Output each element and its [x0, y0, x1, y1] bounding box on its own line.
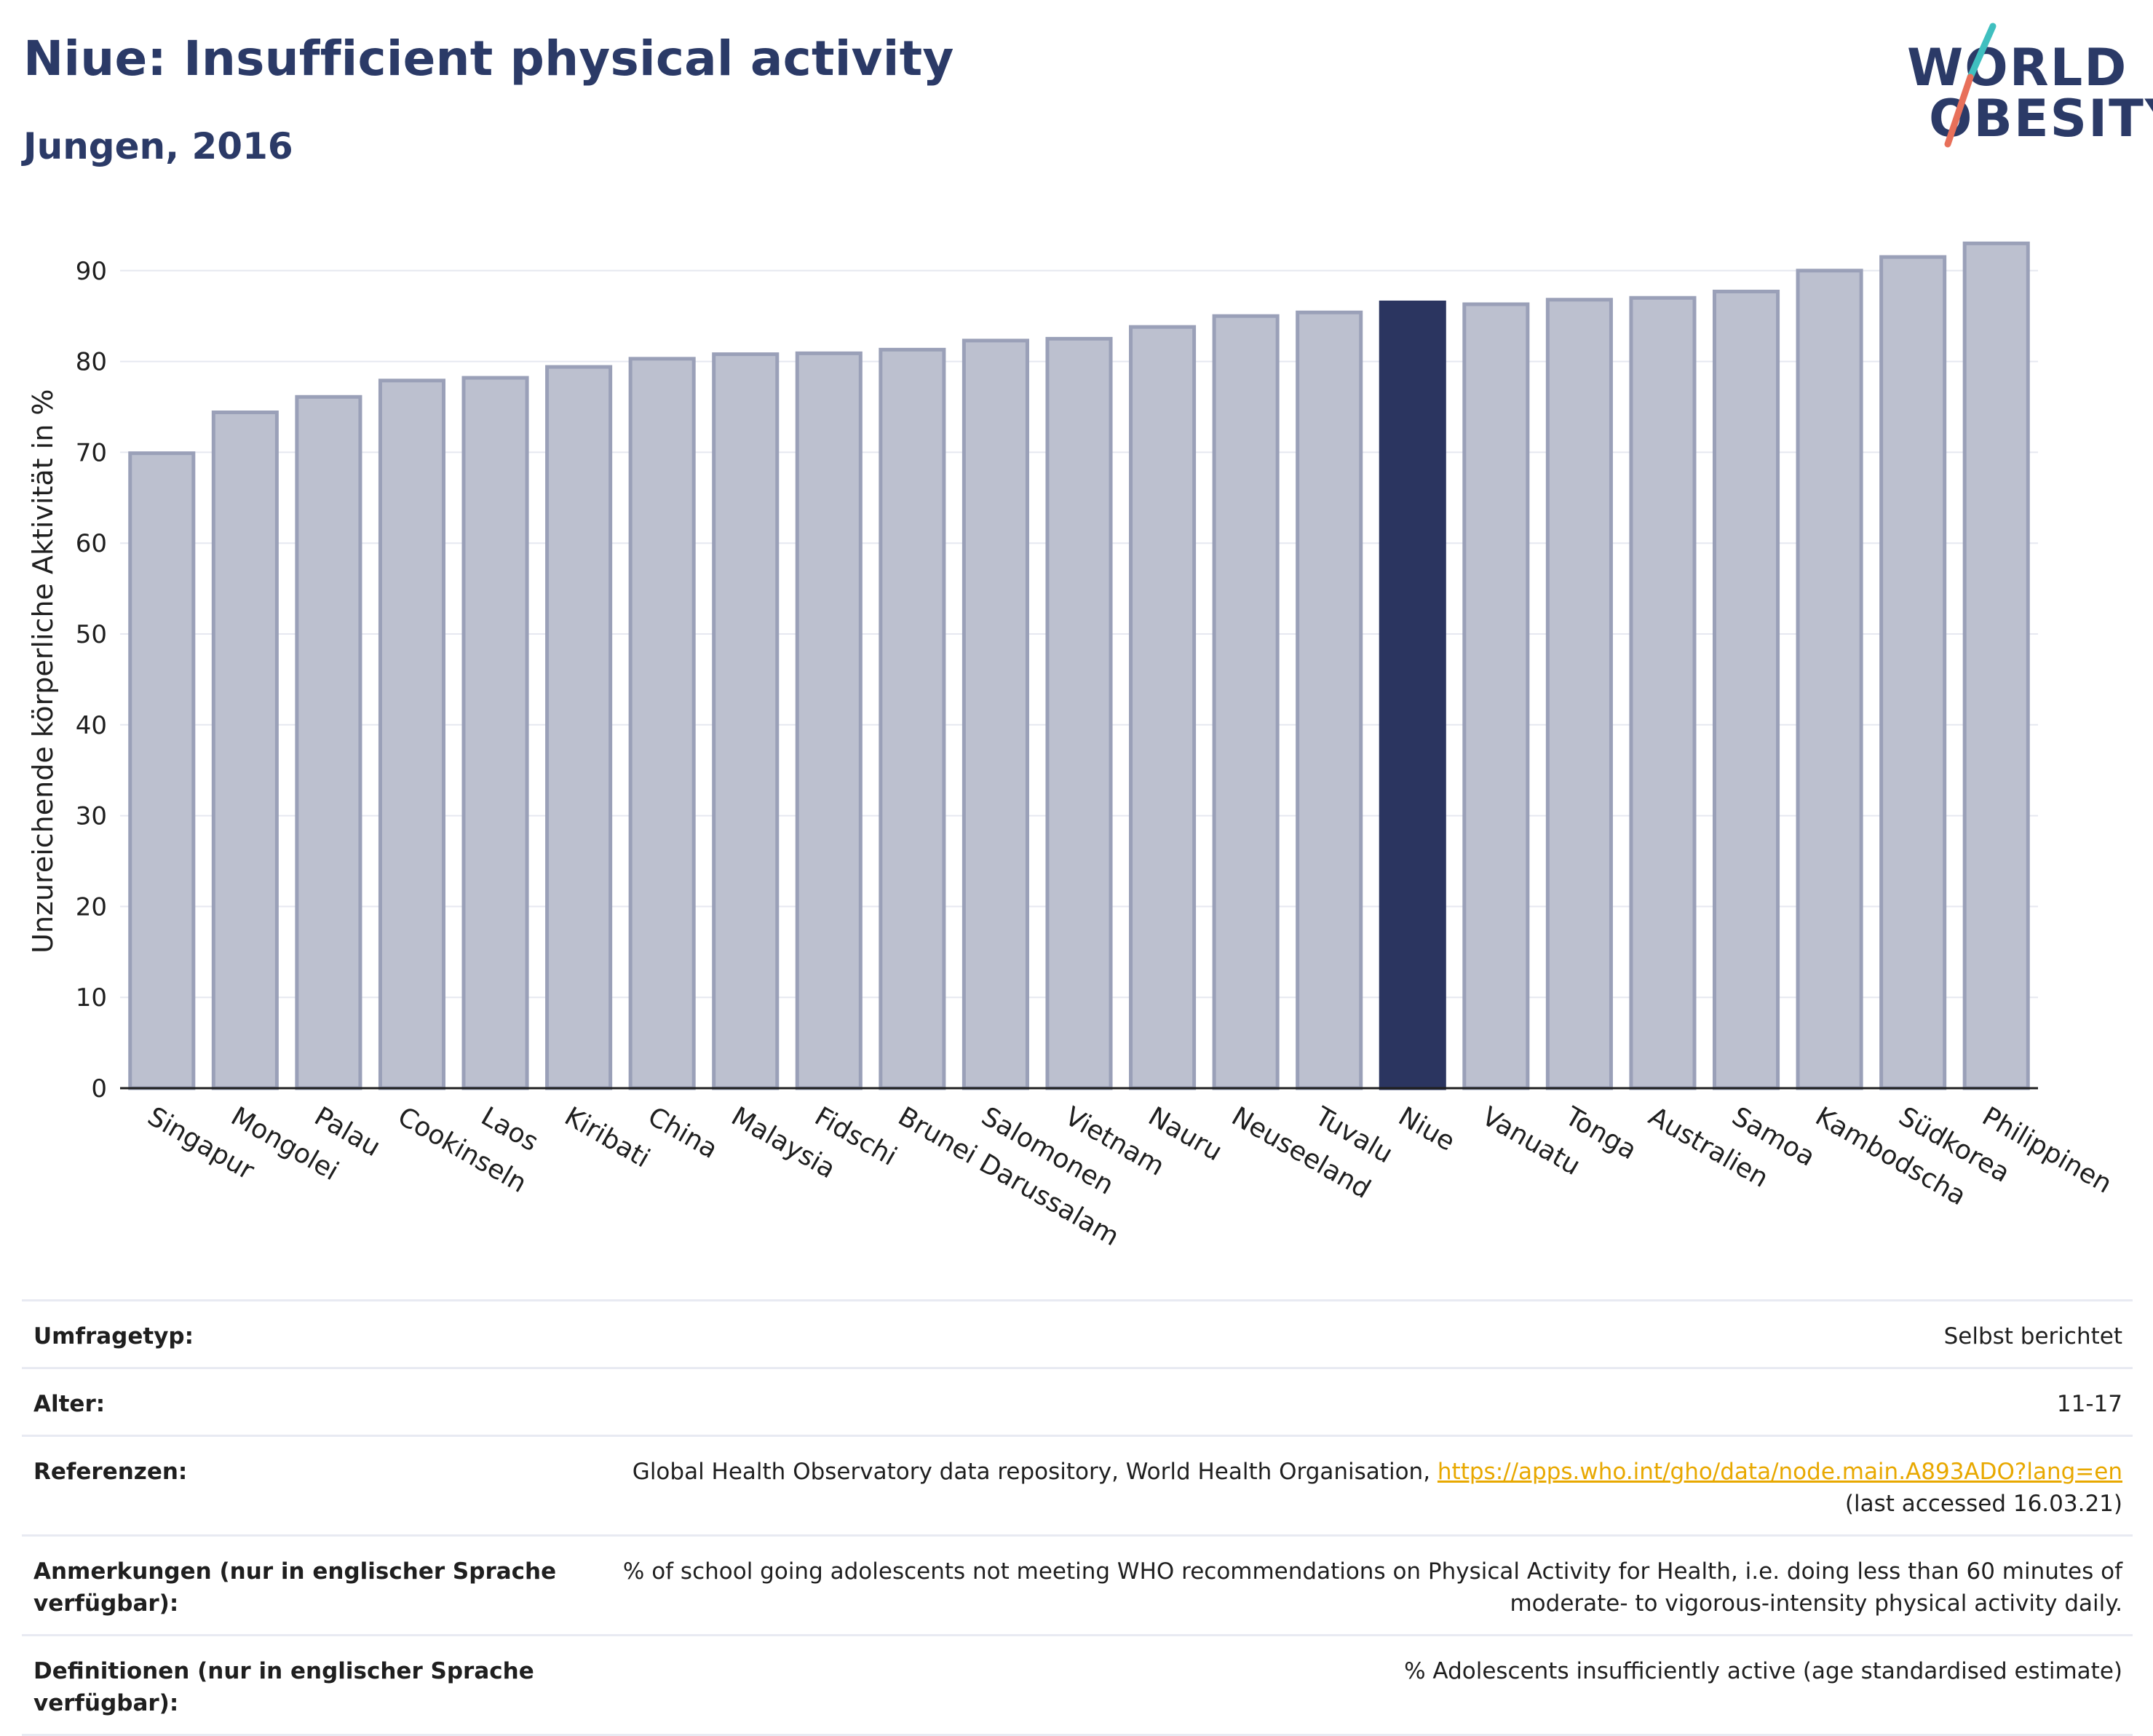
info-value-references: Global Health Observatory data repositor…: [633, 1456, 2122, 1520]
info-table: Umfragetyp: Selbst berichtet Alter: 11-1…: [22, 1299, 2133, 1736]
bar-kambodscha: [1796, 269, 1863, 1090]
y-tick-label: 50: [76, 620, 107, 649]
world-obesity-logo: WORLD OBESITY: [1885, 20, 2153, 159]
x-tick-label: Kiribati: [560, 1101, 655, 1173]
info-label: Anmerkungen (nur in englischer Sprache v…: [33, 1558, 557, 1617]
y-tick-label: 20: [76, 892, 107, 921]
info-row-references: Referenzen: Global Health Observatory da…: [22, 1435, 2133, 1534]
y-tick-label: 40: [76, 711, 107, 740]
info-value: % of school going adolescents not meetin…: [622, 1558, 2122, 1617]
bar-palau: [295, 395, 362, 1090]
bar-vietnam: [1045, 336, 1113, 1090]
bar-südkorea: [1879, 255, 1947, 1090]
bar-australien: [1629, 296, 1697, 1090]
info-label: Umfragetyp:: [33, 1323, 194, 1349]
bar-fidschi: [795, 351, 863, 1090]
info-row-age: Alter: 11-17: [22, 1367, 2133, 1435]
y-axis-label: Unzureichende körperliche Aktivität in %: [27, 389, 59, 954]
bar-china: [628, 357, 696, 1090]
bar-malaysia: [712, 352, 780, 1090]
bar-singapur: [128, 451, 196, 1090]
reference-link[interactable]: https://apps.who.int/gho/data/node.main.…: [1437, 1459, 2122, 1485]
info-value: Selbst berichtet: [1943, 1323, 2122, 1349]
bar-cookinseln: [378, 378, 446, 1090]
logo-line1: WORLD: [1907, 38, 2128, 98]
logo-line2: OBESITY: [1929, 89, 2153, 148]
y-tick-label: 90: [76, 257, 107, 286]
reference-accessed: (last accessed 16.03.21): [1844, 1491, 2122, 1517]
bar-salomonen: [961, 338, 1029, 1090]
y-tick-label: 0: [91, 1074, 107, 1103]
info-row-notes: Anmerkungen (nur in englischer Sprache v…: [22, 1534, 2133, 1634]
info-value: % Adolescents insufficiently active (age…: [1404, 1658, 2122, 1684]
bar-brunei-darussalam: [879, 347, 946, 1090]
page-title: Niue: Insufficient physical activity: [23, 31, 954, 87]
info-value: 11-17: [2056, 1391, 2122, 1417]
logo-slash-icon: [1944, 23, 1997, 148]
info-label: Alter:: [33, 1391, 106, 1417]
bar-tonga: [1545, 298, 1613, 1090]
bar-kiribati: [545, 365, 613, 1090]
bar-philippinen: [1962, 241, 2030, 1090]
bar-neuseeland: [1212, 314, 1280, 1090]
bar-mongolei: [211, 410, 279, 1090]
bar-samoa: [1712, 290, 1780, 1090]
reference-text: Global Health Observatory data repositor…: [632, 1459, 1431, 1485]
chart-subtitle: Jungen, 2016: [23, 125, 293, 167]
info-row-survey-type: Umfragetyp: Selbst berichtet: [22, 1299, 2133, 1367]
info-row-definitions: Definitionen (nur in englischer Sprache …: [22, 1634, 2133, 1736]
y-tick-label: 60: [76, 529, 107, 558]
x-tick-label: Neuseeland: [1226, 1101, 1376, 1205]
bar-niue: [1379, 300, 1446, 1090]
x-tick-label: China: [643, 1101, 723, 1165]
y-tick-label: 70: [76, 438, 107, 467]
x-tick-label: Niue: [1393, 1101, 1459, 1157]
bar-laos: [461, 376, 529, 1090]
bar-vanuatu: [1462, 302, 1530, 1090]
bar-chart: 0 10 20 30 40 50 60 70 80 90 Unzureichende körperl…: [27, 241, 2117, 1252]
y-tick-label: 80: [76, 348, 107, 377]
info-label: Definitionen (nur in englischer Sprache …: [33, 1658, 534, 1716]
bar-tuvalu: [1296, 310, 1363, 1090]
bar-nauru: [1129, 325, 1197, 1090]
info-label: Referenzen:: [33, 1459, 188, 1485]
y-tick-label: 30: [76, 802, 107, 831]
y-tick-label: 10: [76, 983, 107, 1012]
